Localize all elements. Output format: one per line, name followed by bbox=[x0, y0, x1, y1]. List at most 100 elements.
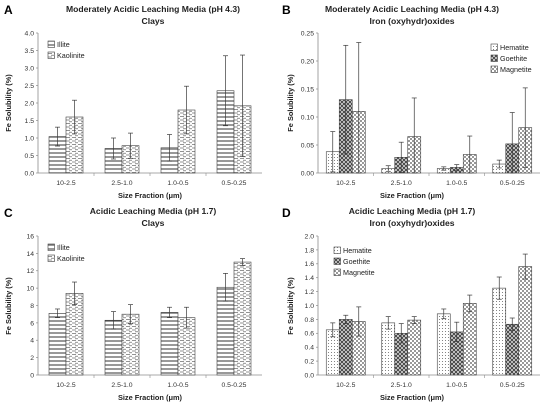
y-tick-label-c: 16 bbox=[26, 233, 34, 240]
x-tick-label-a: 2.5-1.0 bbox=[111, 180, 132, 187]
bar-c-kaolinite bbox=[233, 261, 252, 376]
legend-swatch-hematite bbox=[490, 43, 498, 51]
legend-swatch-kaolinite bbox=[47, 254, 55, 262]
y-tick-label-d: 0.8 bbox=[305, 317, 315, 324]
bar-d-hematite bbox=[436, 313, 451, 376]
y-tick-label-d: 1.6 bbox=[305, 261, 315, 268]
subtitle-b: Iron (oxyhydr)oxides bbox=[370, 16, 455, 26]
legend-label-illite: Illite bbox=[57, 243, 70, 252]
plot-b: 0.00 0.05 0.10 0.15 0.20 0.25 10-2.5 2.5-1.0 1.0… bbox=[301, 30, 540, 187]
legend-swatch-magnetite bbox=[490, 65, 498, 73]
y-tick-label-a: 0.0 bbox=[25, 170, 35, 177]
x-tick-label-a: 0.5-0.25 bbox=[222, 180, 247, 187]
y-tick-label-d: 1.4 bbox=[305, 275, 315, 282]
legend-b: Hematite Goethite Magnetite bbox=[490, 43, 532, 74]
title-d: Acidic Leaching Media (pH 1.7) bbox=[349, 206, 476, 216]
xlabel-c: Size Fraction (μm) bbox=[118, 393, 183, 402]
ylabel-b: Fe Solubility (%) bbox=[286, 74, 295, 132]
y-tick-label-c: 8 bbox=[30, 303, 34, 310]
x-tick-label-b: 10-2.5 bbox=[336, 180, 355, 187]
y-tick-label-c: 2 bbox=[30, 355, 34, 362]
legend-swatch-illite bbox=[47, 40, 55, 48]
title-c: Acidic Leaching Media (pH 1.7) bbox=[90, 206, 217, 216]
bar-d-hematite bbox=[381, 322, 396, 376]
legend-label-illite: Illite bbox=[57, 40, 70, 49]
y-tick-label-a: 2.0 bbox=[25, 100, 35, 107]
y-tick-label-a: 2.5 bbox=[25, 83, 35, 90]
subtitle-d: Iron (oxyhydr)oxides bbox=[370, 218, 455, 228]
legend-swatch-hematite bbox=[333, 246, 341, 254]
legend-c: Illite Kaolinite bbox=[47, 243, 85, 263]
bar-d-hematite bbox=[492, 287, 507, 376]
legend-swatch-magnetite bbox=[333, 268, 341, 276]
y-tick-label-c: 4 bbox=[30, 338, 34, 345]
panel-d: D Acidic Leaching Media (pH 1.7) Iron (o… bbox=[282, 206, 475, 402]
panel-letter-c: C bbox=[4, 206, 13, 220]
legend-label-hematite: Hematite bbox=[500, 43, 529, 52]
plot-d: 0.0 0.2 0.4 0.6 0.8 1.0 1.2 1.4 1.6 1.8 2.0 10-2.5 2… bbox=[305, 233, 540, 389]
y-tick-label-c: 10 bbox=[26, 286, 34, 293]
ylabel-a: Fe Solubility (%) bbox=[4, 74, 13, 132]
panel-letter-b: B bbox=[282, 3, 291, 17]
plot-layer: 0.0 0.5 1.0 1.5 2.0 2.5 3.0 3.5 4.0 10-2.5 2.5-1.0… bbox=[25, 30, 540, 389]
bar-c-illite bbox=[48, 313, 67, 376]
bar-d-goethite bbox=[338, 319, 353, 376]
legend-d: Hematite Goethite Magnetite bbox=[333, 246, 375, 277]
plot-c: 0 2 4 6 8 10 12 14 16 10-2.5 2.5-1.0 1.0-0.5 0.5-0.2… bbox=[26, 233, 262, 389]
y-tick-label-a: 0.5 bbox=[25, 153, 35, 160]
y-tick-label-c: 6 bbox=[30, 320, 34, 327]
legend-label-hematite: Hematite bbox=[343, 246, 372, 255]
xlabel-a: Size Fraction (μm) bbox=[118, 191, 183, 200]
ylabel-d: Fe Solubility (%) bbox=[286, 277, 295, 335]
y-tick-label-b: 0.15 bbox=[301, 86, 314, 93]
x-tick-label-d: 2.5-1.0 bbox=[391, 382, 412, 389]
bar-c-illite bbox=[160, 312, 179, 376]
x-tick-label-d: 10-2.5 bbox=[336, 382, 355, 389]
x-tick-label-a: 10-2.5 bbox=[56, 180, 75, 187]
plot-a: 0.0 0.5 1.0 1.5 2.0 2.5 3.0 3.5 4.0 10-2.5 2.5-1.0… bbox=[25, 30, 262, 187]
legend-label-magnetite: Magnetite bbox=[500, 65, 532, 74]
y-tick-label-d: 1.8 bbox=[305, 247, 315, 254]
legend-a: Illite Kaolinite bbox=[47, 40, 85, 60]
subtitle-a: Clays bbox=[142, 16, 165, 26]
y-tick-label-d: 0.6 bbox=[305, 331, 315, 338]
y-tick-label-b: 0.25 bbox=[301, 30, 314, 37]
x-tick-label-c: 0.5-0.25 bbox=[222, 382, 247, 389]
y-tick-label-d: 0.0 bbox=[305, 372, 315, 379]
y-tick-label-c: 14 bbox=[26, 251, 34, 258]
title-a: Moderately Acidic Leaching Media (pH 4.3… bbox=[66, 4, 240, 14]
y-tick-label-d: 1.0 bbox=[305, 303, 315, 310]
legend-swatch-kaolinite bbox=[47, 51, 55, 59]
x-tick-label-c: 2.5-1.0 bbox=[111, 382, 132, 389]
legend-label-magnetite: Magnetite bbox=[343, 268, 375, 277]
x-tick-label-b: 1.0-0.5 bbox=[446, 180, 467, 187]
y-tick-label-a: 4.0 bbox=[25, 30, 35, 37]
y-tick-label-d: 1.2 bbox=[305, 289, 315, 296]
ylabel-c: Fe Solubility (%) bbox=[4, 277, 13, 335]
legend-swatch-goethite bbox=[490, 54, 498, 62]
x-tick-label-d: 1.0-0.5 bbox=[446, 382, 467, 389]
y-tick-label-d: 0.4 bbox=[305, 345, 315, 352]
subtitle-c: Clays bbox=[142, 218, 165, 228]
y-tick-label-b: 0.10 bbox=[301, 114, 314, 121]
panel-a: A Moderately Acidic Leaching Media (pH 4… bbox=[4, 3, 240, 200]
y-tick-label-c: 12 bbox=[26, 268, 34, 275]
legend-label-goethite: Goethite bbox=[343, 257, 370, 266]
y-tick-label-a: 3.5 bbox=[25, 48, 35, 55]
y-tick-label-d: 2.0 bbox=[305, 233, 315, 240]
panel-letter-a: A bbox=[4, 3, 13, 17]
y-tick-label-a: 1.5 bbox=[25, 118, 35, 125]
xlabel-b: Size Fraction (μm) bbox=[380, 191, 445, 200]
panel-b: B Moderately Acidic Leaching Media (pH 4… bbox=[282, 3, 499, 200]
bar-d-goethite bbox=[505, 323, 520, 376]
x-tick-label-c: 1.0-0.5 bbox=[167, 382, 188, 389]
y-tick-label-a: 1.0 bbox=[25, 135, 35, 142]
y-tick-label-d: 0.2 bbox=[305, 359, 315, 366]
bar-c-kaolinite bbox=[65, 293, 84, 376]
y-tick-label-b: 0.20 bbox=[301, 58, 314, 65]
bar-d-magnetite bbox=[462, 303, 477, 376]
x-tick-label-b: 2.5-1.0 bbox=[391, 180, 412, 187]
y-tick-label-c: 0 bbox=[30, 372, 34, 379]
x-tick-label-b: 0.5-0.25 bbox=[500, 180, 525, 187]
